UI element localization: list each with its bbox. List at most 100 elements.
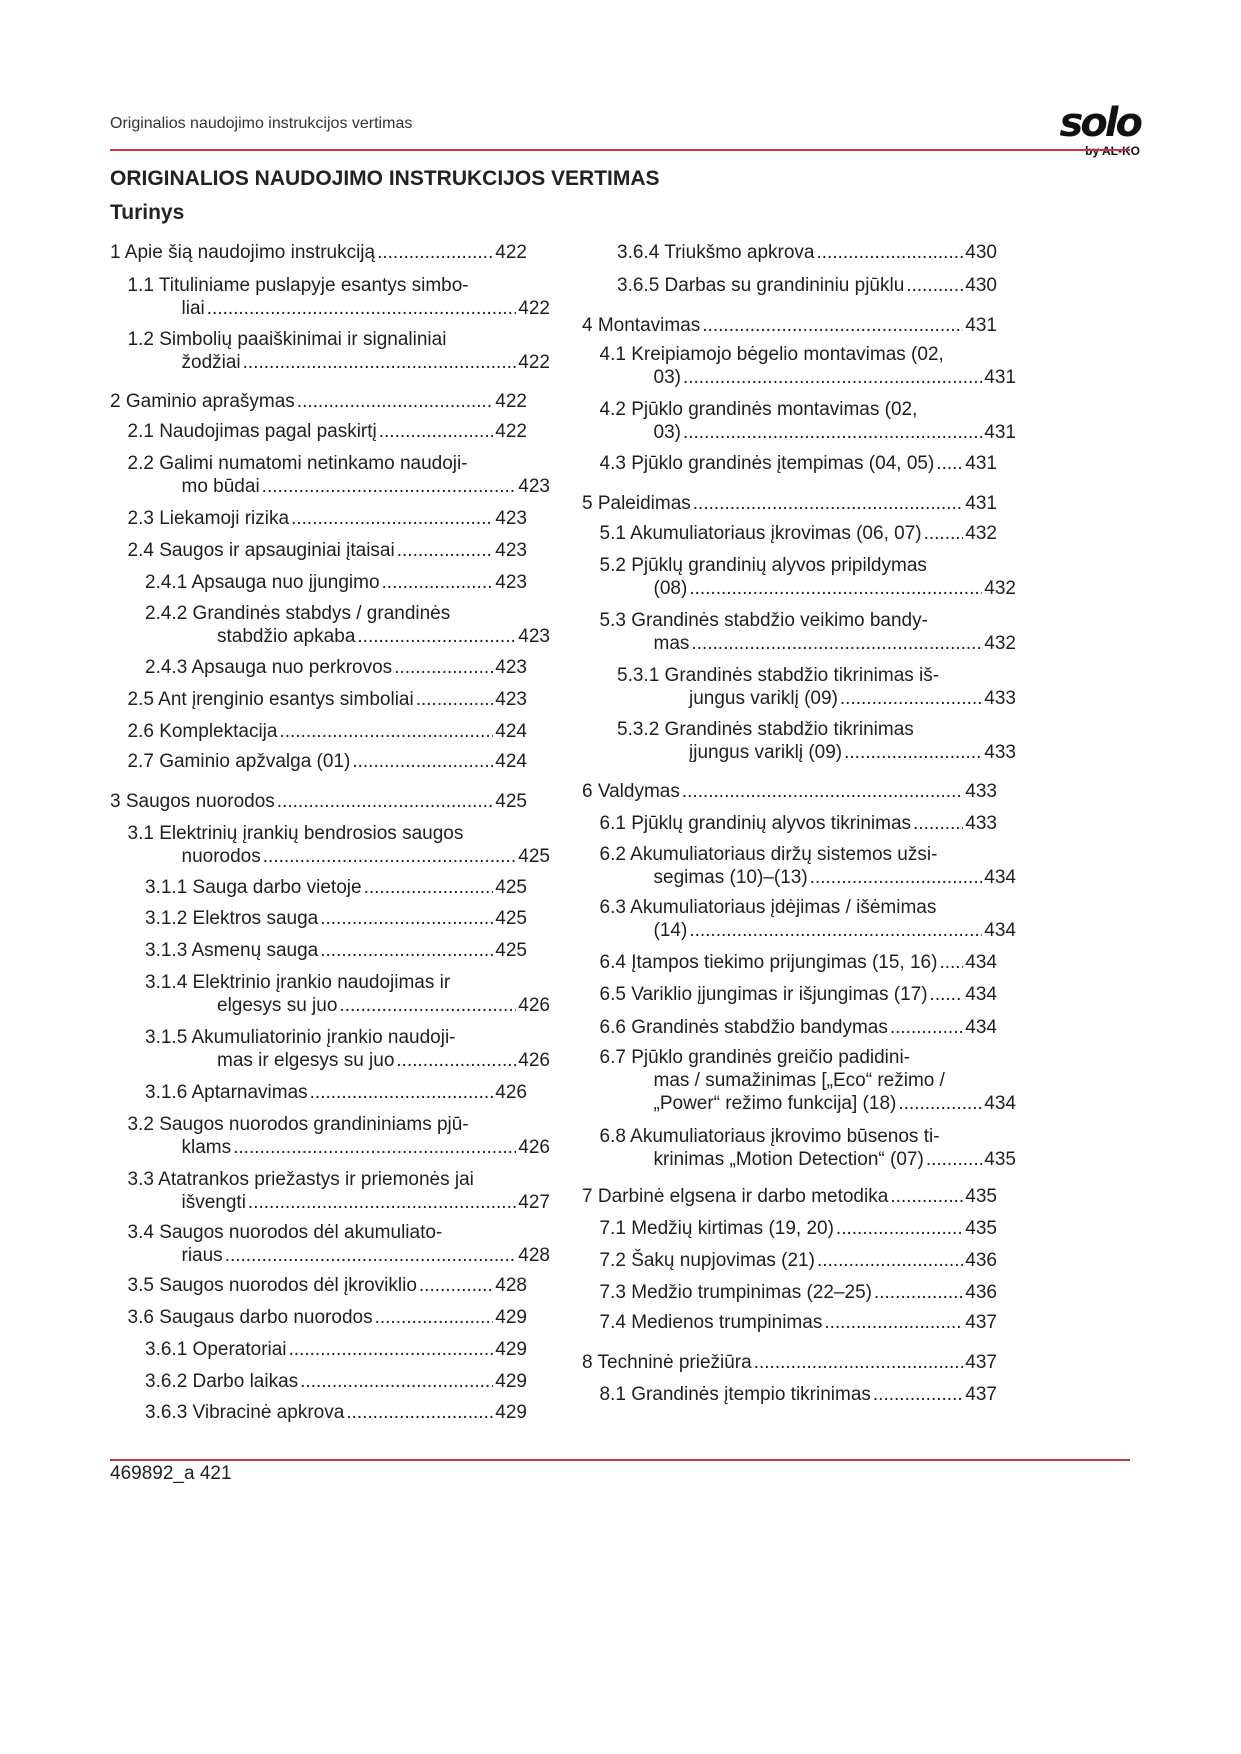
- toc-line: 2.1 Naudojimas pagal paskirtį 422: [128, 420, 528, 443]
- toc-line: 6.8 Akumuliatoriaus įkrovimo būsenos ti-: [600, 1125, 940, 1148]
- dot-leader: [207, 297, 517, 320]
- dot-leader: [817, 1249, 963, 1272]
- toc-line: 2.6 Komplektacija 424: [128, 720, 528, 743]
- toc-heading: Turinys: [110, 201, 185, 224]
- toc-entry-title: 6.2 Akumuliatoriaus diržų sistemos užsi-: [599, 844, 938, 865]
- toc-line: 03) 431: [654, 421, 1017, 444]
- toc-entry-title: 5.1 Akumuliatoriaus įkrovimas (06, 07): [599, 523, 922, 544]
- toc-entry-title: „Power“ režimo funkcija] (18): [653, 1093, 897, 1114]
- toc-entry-title: elgesys su juo: [217, 995, 338, 1016]
- dot-leader: [810, 866, 983, 889]
- dot-leader: [683, 366, 982, 389]
- toc-entry-title: 3.1.2 Elektros sauga: [145, 908, 319, 929]
- dot-leader: [394, 656, 493, 679]
- toc-line: (08) 432: [654, 577, 1017, 600]
- toc-entry-title: (08): [653, 578, 688, 599]
- toc-entry-title: 1 Apie šią naudojimo instrukciją: [110, 242, 376, 263]
- toc-entry-title: 8.1 Grandinės įtempio tikrinimas: [599, 1384, 871, 1405]
- dot-leader: [248, 1191, 516, 1214]
- dot-leader: [377, 241, 493, 264]
- toc-entry-title: 7 Darbinė elgsena ir darbo metodika: [582, 1186, 889, 1207]
- toc-entry-title: 6.8 Akumuliatoriaus įkrovimo būsenos ti-: [599, 1126, 940, 1147]
- dot-leader: [339, 994, 516, 1017]
- footer-rule: [110, 1459, 1130, 1461]
- toc-page-number: 430: [965, 275, 997, 296]
- toc-page-number: 424: [495, 721, 527, 742]
- toc-line: 2 Gaminio aprašymas 422: [110, 390, 527, 413]
- toc-line: 7.4 Medienos trumpinimas 437: [600, 1311, 998, 1334]
- toc-page-number: 423: [518, 626, 550, 647]
- dot-leader: [913, 812, 963, 835]
- toc-page-number: 432: [965, 523, 997, 544]
- toc-entry-title: 4.2 Pjūklo grandinės montavimas (02,: [599, 399, 918, 420]
- dot-leader: [824, 1311, 963, 1334]
- toc-page-number: 426: [495, 1082, 527, 1103]
- toc-line: 2.5 Ant įrenginio esantys simboliai 423: [128, 688, 528, 711]
- dot-leader: [873, 1383, 963, 1406]
- toc-line: 5.1 Akumuliatoriaus įkrovimas (06, 07) 43…: [600, 522, 998, 545]
- toc-line: 2.4.1 Apsauga nuo įjungimo 423: [145, 571, 527, 594]
- toc-entry-title: 2.4.1 Apsauga nuo įjungimo: [145, 572, 380, 593]
- toc-line: 7 Darbinė elgsena ir darbo metodika 435: [582, 1185, 997, 1208]
- dot-leader: [233, 1136, 516, 1159]
- toc-entry-title: 3.6.2 Darbo laikas: [145, 1371, 299, 1392]
- page-title: ORIGINALIOS NAUDOJIMO INSTRUKCIJOS VERTI…: [110, 167, 660, 190]
- toc-line: 6 Valdymas 433: [582, 780, 997, 803]
- toc-line: 5.3.1 Grandinės stabdžio tikrinimas iš-: [617, 664, 939, 687]
- dot-leader: [693, 492, 964, 515]
- toc-page-number: 423: [495, 540, 527, 561]
- toc-line: 1.1 Tituliniame puslapyje esantys simbo-: [128, 274, 469, 297]
- dot-leader: [320, 907, 493, 930]
- toc-line: 3.4 Saugos nuorodos dėl akumuliato-: [128, 1221, 443, 1244]
- toc-entry-title: 3.1.1 Sauga darbo vietoje: [145, 877, 362, 898]
- toc-line: 7.3 Medžio trumpinimas (22–25) 436: [600, 1281, 998, 1304]
- toc-page-number: 433: [984, 688, 1016, 709]
- toc-entry-title: 7.3 Medžio trumpinimas (22–25): [599, 1282, 872, 1303]
- dot-leader: [263, 845, 517, 868]
- toc-page-number: 432: [984, 633, 1016, 654]
- toc-entry-title: stabdžio apkaba: [217, 626, 356, 647]
- toc-page-number: 432: [984, 578, 1016, 599]
- dot-leader: [906, 274, 963, 297]
- toc-entry-title: 4 Montavimas: [582, 315, 701, 336]
- toc-line: 3.6.5 Darbas su grandininiu pjūklu 430: [617, 274, 997, 297]
- header-rule: [110, 149, 1130, 151]
- dot-leader: [379, 420, 494, 443]
- toc-line: 4.3 Pjūklo grandinės įtempimas (04, 05) 4…: [600, 452, 998, 475]
- toc-page-number: 434: [984, 867, 1016, 888]
- toc-page-number: 427: [518, 1192, 550, 1213]
- toc-page-number: 423: [518, 476, 550, 497]
- toc-entry-title: 6.5 Variklio įjungimas ir išjungimas (17…: [599, 984, 928, 1005]
- toc-line: 6.4 Įtampos tiekimo prijungimas (15, 16)…: [600, 951, 998, 974]
- toc-line: 2.3 Liekamoji rizika 423: [128, 507, 528, 530]
- toc-page-number: 434: [984, 1093, 1016, 1114]
- toc-entry-title: 3.1.4 Elektrinio įrankio naudojimas ir: [145, 972, 451, 993]
- dot-leader: [243, 351, 517, 374]
- dot-leader: [683, 421, 982, 444]
- toc-line: 2.4.3 Apsauga nuo perkrovos 423: [145, 656, 527, 679]
- toc-entry-title: žodžiai: [181, 352, 241, 373]
- toc-entry-title: 5.3 Grandinės stabdžio veikimo bandy-: [599, 610, 928, 631]
- toc-page-number: 426: [518, 1050, 550, 1071]
- toc-line: 3.1.2 Elektros sauga 425: [145, 907, 527, 930]
- toc-line: 3.3 Atatrankos priežastys ir priemonės j…: [128, 1168, 474, 1191]
- toc-entry-title: 2.5 Ant įrenginio esantys simboliai: [127, 689, 414, 710]
- toc-entry-title: 3.2 Saugos nuorodos grandininiams pjū-: [127, 1114, 469, 1135]
- toc-line: 7.2 Šakų nupjovimas (21) 436: [600, 1249, 998, 1272]
- toc-page-number: 422: [518, 298, 550, 319]
- toc-page-number: 437: [965, 1352, 997, 1373]
- toc-entry-title: 3 Saugos nuorodos: [110, 791, 275, 812]
- toc-entry-title: 2.6 Komplektacija: [127, 721, 278, 742]
- logo-subtext: by AL-KO: [1085, 144, 1140, 158]
- toc-page-number: 434: [965, 1017, 997, 1038]
- toc-line: 03) 431: [654, 366, 1017, 389]
- toc-line: 8 Techninė priežiūra 437: [582, 1351, 997, 1374]
- toc-page-number: 426: [518, 1137, 550, 1158]
- toc-entry-title: riaus: [181, 1245, 223, 1266]
- toc-page-number: 431: [965, 453, 997, 474]
- toc-page-number: 425: [495, 791, 527, 812]
- toc-page-number: 423: [495, 657, 527, 678]
- toc-entry-title: mas: [653, 633, 690, 654]
- toc-entry-title: 2.4.3 Apsauga nuo perkrovos: [145, 657, 393, 678]
- toc-line: 3.1.3 Asmenų sauga 425: [145, 939, 527, 962]
